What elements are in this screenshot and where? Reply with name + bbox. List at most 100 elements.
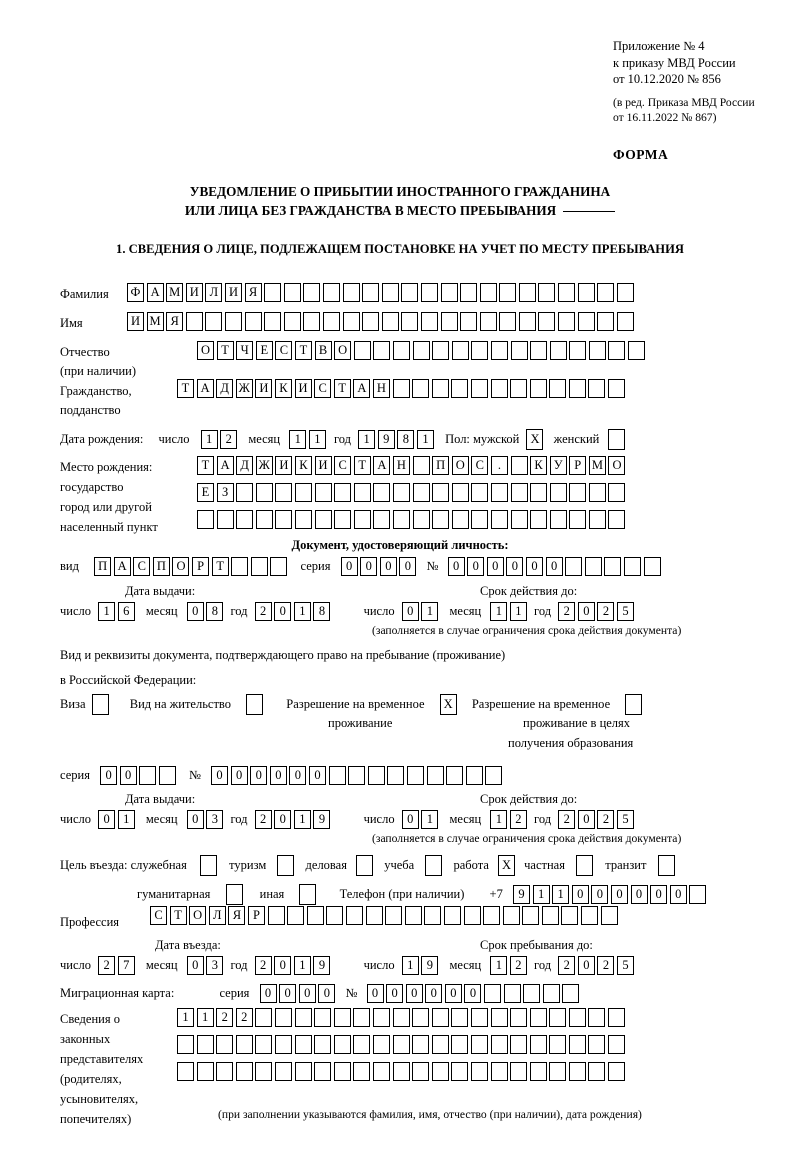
char-cell[interactable]: [264, 283, 282, 302]
char-cell[interactable]: 2: [509, 956, 527, 975]
char-cell[interactable]: 0: [447, 557, 465, 576]
char-cell[interactable]: [255, 1008, 273, 1027]
char-cell[interactable]: [314, 1008, 332, 1027]
char-cell[interactable]: [412, 379, 430, 398]
char-cell[interactable]: [522, 906, 540, 925]
char-cell[interactable]: [255, 510, 273, 529]
char-cell[interactable]: [373, 341, 391, 360]
char-cell[interactable]: 0: [360, 557, 378, 576]
birthplace-row3-cells[interactable]: [197, 510, 626, 529]
char-cell[interactable]: [510, 379, 528, 398]
char-cell[interactable]: 3: [206, 810, 224, 829]
char-cell[interactable]: 0: [506, 557, 524, 576]
char-cell[interactable]: [401, 312, 419, 331]
char-cell[interactable]: [412, 1008, 430, 1027]
char-cell[interactable]: 0: [274, 956, 292, 975]
char-cell[interactable]: [568, 1008, 586, 1027]
char-cell[interactable]: [353, 1062, 371, 1081]
char-cell[interactable]: [322, 312, 340, 331]
char-cell[interactable]: А: [373, 456, 391, 475]
char-cell[interactable]: [294, 1062, 312, 1081]
char-cell[interactable]: [443, 906, 461, 925]
char-cell[interactable]: [608, 379, 626, 398]
char-cell[interactable]: [499, 283, 517, 302]
char-cell[interactable]: [558, 283, 576, 302]
char-cell[interactable]: [549, 483, 567, 502]
char-cell[interactable]: [446, 766, 464, 785]
char-cell[interactable]: [274, 1062, 292, 1081]
char-cell[interactable]: А: [113, 557, 131, 576]
char-cell[interactable]: Ч: [236, 341, 254, 360]
char-cell[interactable]: 8: [313, 602, 331, 621]
char-cell[interactable]: 1: [98, 602, 116, 621]
char-cell[interactable]: [314, 510, 332, 529]
char-cell[interactable]: [353, 510, 371, 529]
char-cell[interactable]: [326, 906, 344, 925]
char-cell[interactable]: [431, 1035, 449, 1054]
char-cell[interactable]: 0: [100, 766, 118, 785]
char-cell[interactable]: 1: [401, 956, 419, 975]
char-cell[interactable]: [510, 456, 528, 475]
char-cell[interactable]: [588, 1035, 606, 1054]
char-cell[interactable]: [523, 984, 541, 1003]
char-cell[interactable]: [485, 766, 503, 785]
char-cell[interactable]: [236, 483, 254, 502]
char-cell[interactable]: [372, 1008, 390, 1027]
char-cell[interactable]: [490, 483, 508, 502]
char-cell[interactable]: [538, 283, 556, 302]
char-cell[interactable]: 0: [630, 885, 648, 904]
char-cell[interactable]: Д: [216, 379, 234, 398]
char-cell[interactable]: [353, 483, 371, 502]
char-cell[interactable]: [333, 1035, 351, 1054]
char-cell[interactable]: 1: [289, 430, 307, 449]
char-cell[interactable]: [431, 1062, 449, 1081]
char-cell[interactable]: 1: [358, 430, 376, 449]
char-cell[interactable]: [479, 312, 497, 331]
char-cell[interactable]: 0: [98, 810, 116, 829]
char-cell[interactable]: [328, 766, 346, 785]
char-cell[interactable]: [490, 341, 508, 360]
char-cell[interactable]: [549, 1035, 567, 1054]
char-cell[interactable]: К: [274, 379, 292, 398]
char-cell[interactable]: [549, 379, 567, 398]
char-cell[interactable]: [597, 283, 615, 302]
char-cell[interactable]: И: [255, 379, 273, 398]
char-cell[interactable]: З: [216, 483, 234, 502]
char-cell[interactable]: [255, 483, 273, 502]
char-cell[interactable]: С: [314, 379, 332, 398]
char-cell[interactable]: 3: [206, 956, 224, 975]
char-cell[interactable]: [451, 483, 469, 502]
char-cell[interactable]: [353, 341, 371, 360]
char-cell[interactable]: [470, 1035, 488, 1054]
char-cell[interactable]: Т: [177, 379, 194, 398]
char-cell[interactable]: 1: [293, 956, 311, 975]
char-cell[interactable]: Л: [205, 283, 223, 302]
char-cell[interactable]: [479, 283, 497, 302]
char-cell[interactable]: [584, 557, 602, 576]
char-cell[interactable]: [420, 312, 438, 331]
char-cell[interactable]: 0: [274, 810, 292, 829]
char-cell[interactable]: [643, 557, 661, 576]
char-cell[interactable]: [287, 906, 305, 925]
char-cell[interactable]: Е: [197, 483, 214, 502]
purpose-business-checkbox[interactable]: [356, 855, 374, 876]
char-cell[interactable]: [549, 1008, 567, 1027]
char-cell[interactable]: [499, 312, 517, 331]
char-cell[interactable]: О: [189, 906, 207, 925]
char-cell[interactable]: [484, 984, 502, 1003]
char-cell[interactable]: 2: [254, 810, 272, 829]
char-cell[interactable]: Е: [255, 341, 273, 360]
char-cell[interactable]: [451, 1062, 469, 1081]
char-cell[interactable]: [314, 1035, 332, 1054]
char-cell[interactable]: 0: [467, 557, 485, 576]
